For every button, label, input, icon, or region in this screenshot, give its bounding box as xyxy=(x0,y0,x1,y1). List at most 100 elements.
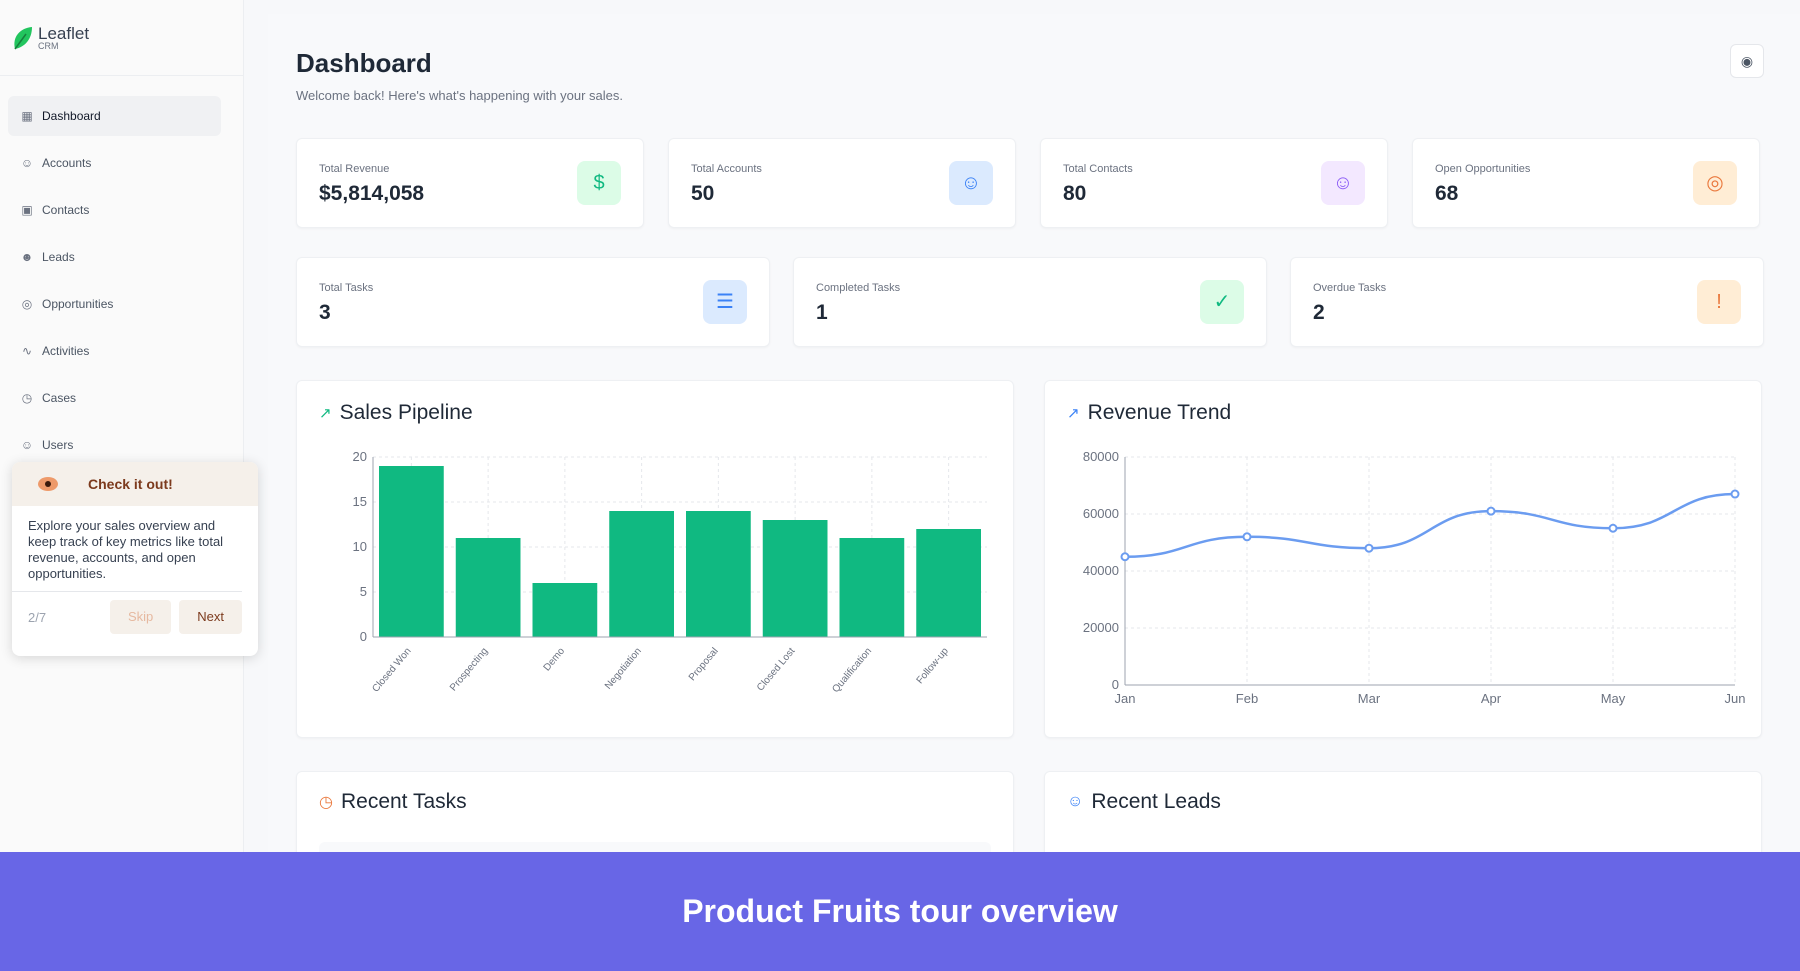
y-tick-label: 15 xyxy=(353,494,367,509)
list-icon: ☰ xyxy=(703,280,747,324)
x-tick-label: Proposal xyxy=(687,646,721,683)
y-tick-label: 5 xyxy=(360,584,367,599)
stat-value: 1 xyxy=(816,301,828,324)
bar xyxy=(609,511,674,637)
stat-label: Total Revenue xyxy=(319,163,390,175)
check-circle-icon: ✓ xyxy=(1200,280,1244,324)
dollar-icon: $ xyxy=(577,161,621,205)
y-tick-label: 20 xyxy=(353,449,367,464)
tour-title: Check it out! xyxy=(88,476,173,492)
data-point xyxy=(1120,552,1130,562)
users-icon: ☺ xyxy=(949,161,993,205)
data-point xyxy=(1364,543,1374,553)
sales-pipeline-chart: 0 5 10 15 20 Closed Won Prospecting Demo Negotia… xyxy=(353,449,987,695)
y-tick-label: 20000 xyxy=(1083,620,1119,635)
sidebar-item-accounts[interactable]: ☺ Accounts xyxy=(8,143,221,183)
stat-card-total-accounts: Total Accounts 50 ☺ xyxy=(668,138,1016,228)
skip-button[interactable]: Skip xyxy=(109,600,172,634)
stat-label: Total Accounts xyxy=(691,163,762,175)
bar xyxy=(839,538,905,637)
tour-body: Explore your sales overview and keep tra… xyxy=(12,506,242,592)
x-tick-label: Qualification xyxy=(830,646,874,695)
trending-up-icon: ↗ xyxy=(319,405,332,422)
activity-icon: ∿ xyxy=(21,344,33,358)
sidebar-item-activities[interactable]: ∿ Activities xyxy=(8,331,221,371)
x-tick-label: Closed Won xyxy=(370,646,413,695)
stat-value: 50 xyxy=(691,182,715,205)
bar xyxy=(762,520,828,637)
sidebar-item-dashboard[interactable]: ▦ Dashboard xyxy=(8,96,221,136)
x-tick-label: Follow-up xyxy=(915,646,952,687)
data-point xyxy=(1242,532,1252,542)
eye-icon xyxy=(38,477,58,491)
recent-leads-title: Recent Leads xyxy=(1091,790,1221,813)
sidebar-item-opportunities[interactable]: ◎ Opportunities xyxy=(8,284,221,324)
stat-card-total-contacts: Total Contacts 80 ☺ xyxy=(1040,138,1388,228)
stat-card-open-opportunities: Open Opportunities 68 ◎ xyxy=(1412,138,1760,228)
x-tick-label: Mar xyxy=(1358,691,1381,706)
clock-icon: ◷ xyxy=(319,794,333,811)
data-point xyxy=(1486,506,1496,516)
page-subtitle: Welcome back! Here's what's happening wi… xyxy=(296,88,623,103)
sidebar-item-contacts[interactable]: ▣ Contacts xyxy=(8,190,221,230)
sidebar-item-label: Leads xyxy=(42,250,75,264)
sidebar-item-cases[interactable]: ◷ Cases xyxy=(8,378,221,418)
tour-tooltip: Check it out! Explore your sales overvie… xyxy=(12,462,258,656)
stat-label: Total Tasks xyxy=(319,282,374,294)
y-tick-label: 10 xyxy=(353,539,367,554)
y-tick-label: 60000 xyxy=(1083,506,1119,521)
x-tick-label: Jan xyxy=(1115,691,1136,706)
tour-step: 2/7 xyxy=(28,609,47,625)
x-tick-label: Closed Lost xyxy=(755,646,798,694)
stat-label: Completed Tasks xyxy=(816,282,901,294)
logo[interactable]: Leaflet CRM xyxy=(0,0,243,76)
sidebar-item-label: Activities xyxy=(42,344,90,358)
eye-icon[interactable]: ◉ xyxy=(1730,44,1764,78)
sidebar-item-users[interactable]: ☺ Users xyxy=(8,425,221,465)
x-tick-label: Prospecting xyxy=(448,646,490,694)
x-tick-label: May xyxy=(1601,691,1626,706)
data-point xyxy=(1608,523,1618,533)
target-icon: ◎ xyxy=(1693,161,1737,205)
revenue-trend-title: Revenue Trend xyxy=(1087,401,1232,424)
sidebar: Leaflet CRM ▦ Dashboard ☺ Accounts ▣ Contacts ☻… xyxy=(0,0,244,852)
next-button[interactable]: Next xyxy=(179,600,242,634)
x-tick-label: Demo xyxy=(542,646,568,674)
sidebar-item-label: Users xyxy=(42,438,74,452)
stat-value: 80 xyxy=(1063,182,1087,205)
stat-card-completed-tasks: Completed Tasks 1 ✓ xyxy=(793,257,1267,347)
sidebar-nav: ▦ Dashboard ☺ Accounts ▣ Contacts ☻ Leads ◎ Oppor… xyxy=(0,76,243,465)
stat-value: 2 xyxy=(1313,301,1325,324)
layout-icon: ▦ xyxy=(21,109,33,123)
users-icon: ☺ xyxy=(20,438,34,452)
banner: Product Fruits tour overview xyxy=(0,852,1800,971)
x-tick-label: Jun xyxy=(1725,691,1746,706)
bar xyxy=(916,529,981,637)
y-tick-label: 0 xyxy=(360,629,367,644)
data-point xyxy=(1730,489,1740,499)
stat-label: Open Opportunities xyxy=(1435,163,1531,175)
stat-card-overdue-tasks: Overdue Tasks 2! xyxy=(1290,257,1764,347)
contact-card-icon: ▣ xyxy=(21,203,33,217)
sidebar-item-label: Dashboard xyxy=(42,109,101,123)
bar xyxy=(686,511,751,637)
page-title: Dashboard xyxy=(296,48,432,78)
x-tick-label: Apr xyxy=(1481,691,1502,706)
stat-card-total-tasks: Total Tasks 3 ☰ xyxy=(296,257,770,347)
main-content: Dashboard Welcome back! Here's what's ha… xyxy=(268,14,1800,891)
revenue-trend-card: ↗ Revenue Trend 0 20000 40000 60000 80000 Jan F… xyxy=(1044,380,1762,738)
users-icon: ☺ xyxy=(1067,793,1084,810)
stat-label: Overdue Tasks xyxy=(1313,282,1387,294)
sidebar-item-leads[interactable]: ☻ Leads xyxy=(8,237,221,277)
sidebar-item-label: Contacts xyxy=(42,203,90,217)
clock-icon: ◷ xyxy=(21,391,33,405)
bar xyxy=(532,583,598,637)
users-icon: ☺ xyxy=(1321,161,1365,205)
revenue-line xyxy=(1124,492,1736,558)
app-name: Leaflet xyxy=(38,23,90,43)
sales-pipeline-card: ↗ Sales Pipeline 0 5 10 15 20 Closed Won Prospe… xyxy=(296,380,1014,738)
x-tick-label: Feb xyxy=(1236,691,1258,706)
y-tick-label: 40000 xyxy=(1083,563,1119,578)
users-icon: ☺ xyxy=(20,156,34,170)
stat-label: Total Contacts xyxy=(1063,163,1133,175)
